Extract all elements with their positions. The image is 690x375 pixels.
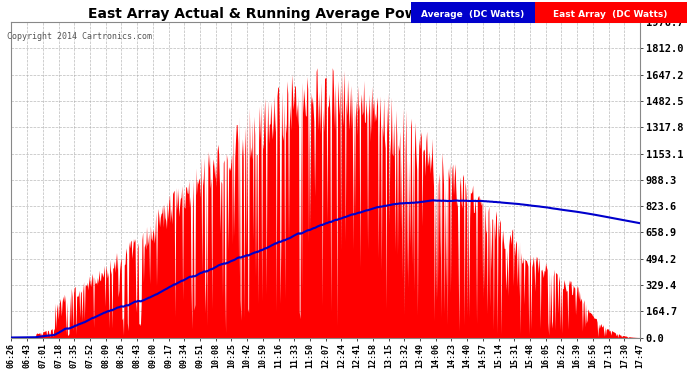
- Title: East Array Actual & Running Average Power Sat Mar 8 17:57: East Array Actual & Running Average Powe…: [88, 7, 564, 21]
- Text: Average  (DC Watts): Average (DC Watts): [421, 10, 524, 19]
- Text: Copyright 2014 Cartronics.com: Copyright 2014 Cartronics.com: [7, 32, 152, 41]
- Text: East Array  (DC Watts): East Array (DC Watts): [553, 10, 668, 19]
